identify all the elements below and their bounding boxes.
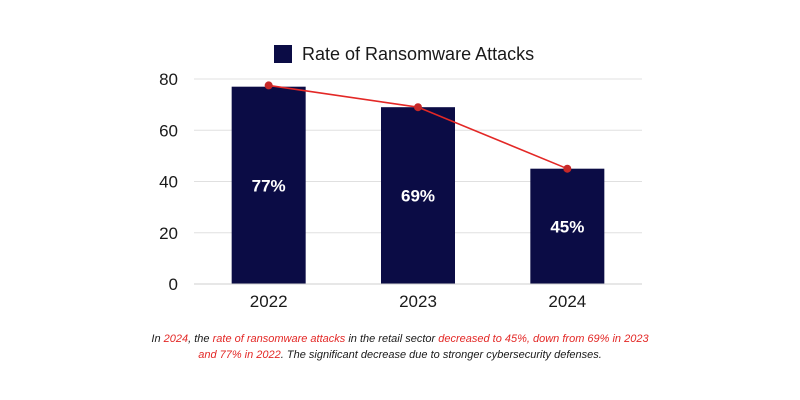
trend-point — [563, 164, 572, 173]
y-tick-label: 40 — [159, 173, 178, 192]
caption-text: In — [151, 333, 164, 345]
caption-highlight: 2024 — [163, 333, 189, 345]
bar-data-label: 45% — [550, 217, 584, 236]
y-tick-label: 80 — [159, 70, 178, 89]
legend-label: Rate of Ransomware Attacks — [302, 44, 534, 64]
caption-text: , the — [188, 333, 213, 345]
chart-caption: In 2024, the rate of ransomware attacks … — [150, 331, 650, 363]
y-tick-label: 0 — [169, 275, 178, 294]
chart-svg: 0 20 40 60 80 77% 2022 69% 2023 45% 2024 Rate of Ra… — [159, 44, 642, 311]
bar — [381, 107, 455, 284]
caption-highlight: decreased to 45%, down from 69% in 2023 … — [198, 333, 649, 361]
x-tick-label: 2023 — [399, 292, 437, 311]
y-tick-label: 20 — [159, 224, 178, 243]
y-tick-label: 60 — [159, 121, 178, 140]
bar-data-label: 69% — [401, 187, 435, 206]
bar-data-label: 77% — [252, 176, 286, 195]
caption-highlight: rate of ransomware attacks — [212, 333, 346, 345]
x-tick-label: 2024 — [548, 292, 586, 311]
bar — [231, 86, 306, 284]
legend-swatch — [274, 45, 292, 63]
chart: 0 20 40 60 80 77% 2022 69% 2023 45% 2024 Rate of Ra… — [159, 44, 642, 311]
trend-point — [264, 81, 273, 90]
caption-text: . The significant decrease due to strong… — [280, 349, 602, 361]
trend-point — [414, 103, 422, 112]
caption-text: in the retail sector — [345, 333, 439, 345]
bar — [530, 168, 605, 284]
x-tick-label: 2022 — [250, 292, 288, 311]
